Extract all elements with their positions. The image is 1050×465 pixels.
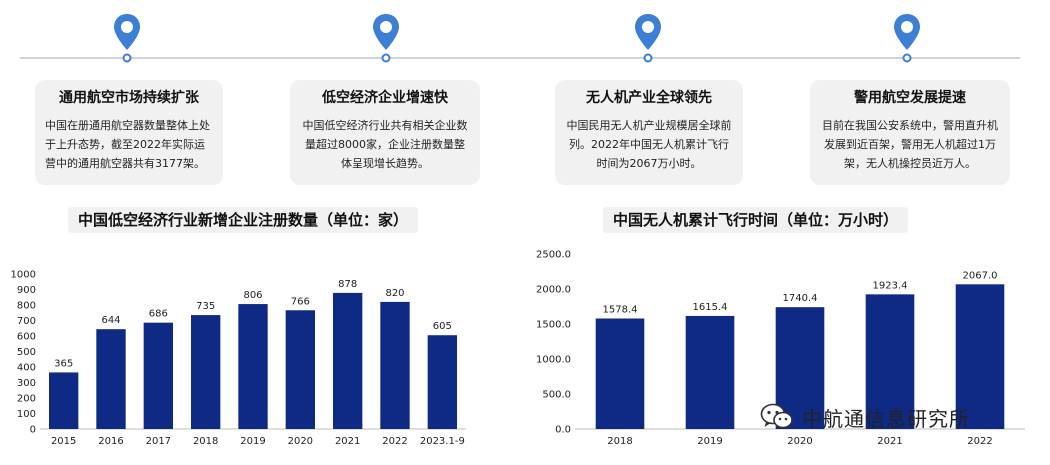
location-pin-icon bbox=[373, 14, 399, 63]
x-tick-label: 2018 bbox=[193, 436, 218, 447]
bar bbox=[775, 307, 825, 429]
timeline-card: 通用航空市场持续扩张 中国在册通用航空器数量整体上处于上升态势，截至2022年实… bbox=[35, 80, 223, 185]
y-tick-label: 2500.0 bbox=[536, 250, 571, 261]
y-tick-label: 200 bbox=[17, 394, 36, 405]
watermark-text: 中航通信息研究所 bbox=[802, 406, 970, 431]
x-tick-label: 2018 bbox=[607, 436, 632, 447]
bar bbox=[427, 335, 458, 429]
data-label: 644 bbox=[101, 315, 120, 326]
x-tick-label: 2020 bbox=[787, 436, 812, 447]
x-tick-label: 2021 bbox=[335, 436, 360, 447]
data-label: 1615.4 bbox=[693, 302, 728, 313]
card-desc: 中国民用无人机产业规模居全球前列。2022年中国无人机累计飞行时间为2067万小… bbox=[566, 119, 732, 170]
y-tick-label: 300 bbox=[17, 378, 36, 389]
card-title: 无人机产业全球领先 bbox=[586, 90, 712, 106]
card-desc: 目前在我国公安系统中，警用直升机发展到近百架，警用无人机超过1万架，无人机操控员… bbox=[822, 119, 998, 170]
bar bbox=[332, 292, 363, 429]
data-label: 2067.0 bbox=[963, 270, 998, 281]
x-tick-label: 2022 bbox=[382, 436, 407, 447]
bar bbox=[143, 322, 174, 429]
x-tick-label: 2016 bbox=[98, 436, 123, 447]
data-label: 1923.4 bbox=[873, 280, 908, 291]
x-tick-label: 2015 bbox=[51, 436, 76, 447]
timeline-card: 低空经济企业增速快 中国低空经济行业共有相关企业数量超过8000家，企业注册数量… bbox=[290, 80, 480, 185]
x-tick-label: 2021 bbox=[877, 436, 902, 447]
y-tick-label: 600 bbox=[17, 332, 36, 343]
card-desc: 中国低空经济行业共有相关企业数量超过8000家，企业注册数量整体呈现增长趋势。 bbox=[302, 119, 468, 170]
y-tick-label: 900 bbox=[17, 285, 36, 296]
bar bbox=[238, 304, 268, 429]
y-tick-label: 1500.0 bbox=[536, 320, 571, 331]
timeline-card: 警用航空发展提速 目前在我国公安系统中，警用直升机发展到近百架，警用无人机超过1… bbox=[810, 80, 1010, 185]
y-tick-label: 500 bbox=[17, 347, 36, 358]
card-title: 通用航空市场持续扩张 bbox=[59, 90, 199, 106]
data-label: 766 bbox=[291, 296, 310, 307]
y-tick-label: 0 bbox=[30, 425, 36, 436]
bar bbox=[285, 310, 316, 429]
x-tick-label: 2017 bbox=[146, 436, 171, 447]
bar-chart-drone-flight-hours: 0.0 500.0 1000.0 1500.0 2000.0 2500.0 1578.4 20… bbox=[536, 250, 1025, 447]
bar bbox=[48, 372, 79, 429]
y-tick-label: 1000.0 bbox=[536, 355, 571, 366]
x-tick-label: 2020 bbox=[288, 436, 313, 447]
card-title: 警用航空发展提速 bbox=[854, 90, 966, 106]
chart-title: 中国无人机累计飞行时间（单位：万小时） bbox=[603, 207, 909, 233]
bar bbox=[96, 329, 126, 429]
card-title: 低空经济企业增速快 bbox=[322, 90, 448, 106]
bar bbox=[595, 318, 645, 429]
y-tick-label: 2000.0 bbox=[536, 285, 571, 296]
bar bbox=[955, 284, 1005, 429]
location-pin-icon bbox=[894, 14, 920, 63]
bar-chart-company-registrations: 0 100 200 300 400 500 600 700 800 900 1000 365 2015 6… bbox=[11, 270, 466, 447]
data-label: 820 bbox=[385, 288, 404, 299]
data-label: 735 bbox=[196, 301, 215, 312]
y-tick-label: 700 bbox=[17, 316, 36, 327]
bar bbox=[380, 301, 410, 429]
data-label: 878 bbox=[338, 279, 357, 290]
y-tick-label: 1000 bbox=[11, 270, 36, 281]
wechat-icon bbox=[760, 403, 793, 429]
card-desc: 中国在册通用航空器数量整体上处于上升态势，截至2022年实际运营中的通用航空器共… bbox=[45, 119, 210, 170]
data-label: 806 bbox=[243, 290, 262, 301]
chart-title: 中国低空经济行业新增企业注册数量（单位：家） bbox=[68, 207, 419, 233]
y-tick-label: 500.0 bbox=[542, 390, 571, 401]
y-tick-label: 400 bbox=[17, 363, 36, 374]
x-tick-label: 2019 bbox=[697, 436, 722, 447]
location-pin-icon bbox=[114, 14, 140, 63]
location-pin-icon bbox=[635, 14, 661, 63]
bar bbox=[190, 315, 221, 429]
timeline-card: 无人机产业全球领先 中国民用无人机产业规模居全球前列。2022年中国无人机累计飞… bbox=[555, 80, 743, 185]
bar bbox=[685, 315, 735, 429]
data-label: 1740.4 bbox=[783, 293, 818, 304]
y-tick-label: 0.0 bbox=[555, 425, 571, 436]
timeline-line bbox=[20, 57, 1020, 59]
data-label: 365 bbox=[54, 358, 73, 369]
x-tick-label: 2023.1-9 bbox=[420, 436, 465, 447]
data-label: 1578.4 bbox=[603, 305, 638, 316]
bar bbox=[865, 294, 915, 429]
y-tick-label: 100 bbox=[17, 409, 36, 420]
data-label: 686 bbox=[149, 309, 168, 320]
y-tick-label: 800 bbox=[17, 301, 36, 312]
watermark: 中航通信息研究所 bbox=[760, 400, 970, 434]
x-tick-label: 2022 bbox=[967, 436, 992, 447]
x-tick-label: 2019 bbox=[240, 436, 265, 447]
data-label: 605 bbox=[433, 321, 452, 332]
